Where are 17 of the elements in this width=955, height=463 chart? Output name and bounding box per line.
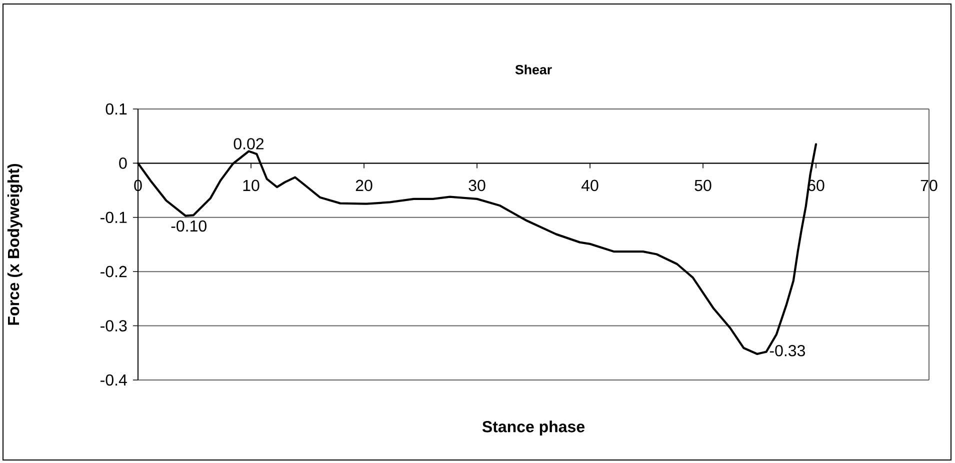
x-tick-label: 10 — [243, 180, 260, 192]
annotation: -0.33 — [770, 344, 805, 356]
y-tick-label: -0.1 — [100, 212, 127, 224]
y-tick-label: -0.3 — [100, 320, 127, 332]
annotation: 0.02 — [234, 138, 264, 150]
x-tick-label: 20 — [356, 180, 372, 192]
x-tick-label: 30 — [468, 180, 486, 192]
x-axis-title: Stance phase — [482, 420, 585, 436]
chart-title: Shear — [515, 64, 552, 74]
x-tick-label: 40 — [581, 180, 598, 192]
annotation: -0.10 — [171, 220, 206, 232]
y-tick-label: -0.2 — [100, 266, 127, 278]
x-tick-label: 50 — [694, 180, 712, 192]
y-axis-title: Force (x Bodyweight) — [7, 164, 22, 325]
y-tick-label: 0 — [119, 158, 127, 169]
y-tick-label: -0.4 — [100, 374, 127, 386]
y-tick-label: 0.1 — [106, 103, 127, 115]
